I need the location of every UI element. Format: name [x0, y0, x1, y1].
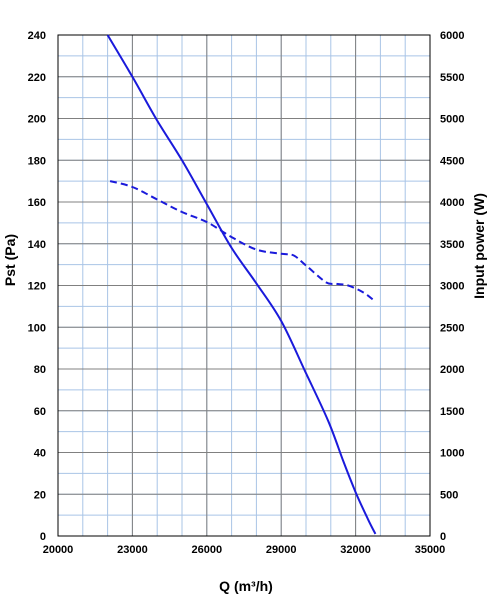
series-layer: [106, 34, 377, 535]
y-left-tick-label: 100: [28, 322, 46, 334]
y-right-tick-label: 4500: [440, 155, 464, 167]
y-left-tick-label: 140: [28, 239, 46, 251]
input-power-curve: [109, 180, 374, 301]
y-right-tick-label: 1000: [440, 448, 464, 460]
x-axis-ticks: 20000 23000 26000 29000 32000 35000: [43, 544, 446, 556]
y-right-tick-label: 0: [440, 531, 446, 543]
y-left-tick-label: 0: [40, 531, 46, 543]
y-right-axis-ticks: 0 500 1000 1500 2000 2500 3000 3500 4000 4500 5000…: [440, 30, 464, 543]
y-left-tick-label: 200: [28, 114, 46, 126]
y-left-tick-label: 120: [28, 281, 46, 293]
y-left-tick-label: 80: [34, 364, 46, 376]
y-right-tick-label: 1500: [440, 406, 464, 418]
y-left-tick-label: 220: [28, 72, 46, 84]
y-left-tick-label: 240: [28, 30, 46, 42]
plot-frame: [57, 34, 431, 537]
y-left-axis-title: Pst (Pa): [2, 234, 18, 286]
x-axis-title: Q (m³/h): [219, 578, 273, 594]
y-right-tick-label: 6000: [440, 30, 464, 42]
x-tick-label: 32000: [340, 544, 371, 556]
y-left-tick-label: 180: [28, 155, 46, 167]
static-pressure-curve: [106, 34, 377, 535]
y-left-tick-label: 20: [34, 489, 46, 501]
y-left-axis-ticks: 0 20 40 60 80 100 120 140 160 180 200 220 240: [28, 30, 46, 543]
y-right-tick-label: 5500: [440, 72, 464, 84]
y-right-tick-label: 3500: [440, 239, 464, 251]
x-tick-label: 20000: [43, 544, 74, 556]
x-tick-label: 29000: [266, 544, 297, 556]
y-right-tick-label: 2000: [440, 364, 464, 376]
y-right-tick-label: 3000: [440, 281, 464, 293]
y-right-axis-title: Input power (W): [471, 193, 487, 299]
y-left-tick-label: 40: [34, 448, 46, 460]
y-right-tick-label: 2500: [440, 322, 464, 334]
major-grid: [57, 34, 431, 537]
y-right-tick-label: 5000: [440, 114, 464, 126]
y-right-tick-label: 500: [440, 489, 458, 501]
y-left-tick-label: 160: [28, 197, 46, 209]
y-left-tick-label: 60: [34, 406, 46, 418]
x-tick-label: 23000: [117, 544, 148, 556]
x-tick-label: 35000: [415, 544, 446, 556]
y-right-tick-label: 4000: [440, 197, 464, 209]
x-tick-label: 26000: [192, 544, 223, 556]
